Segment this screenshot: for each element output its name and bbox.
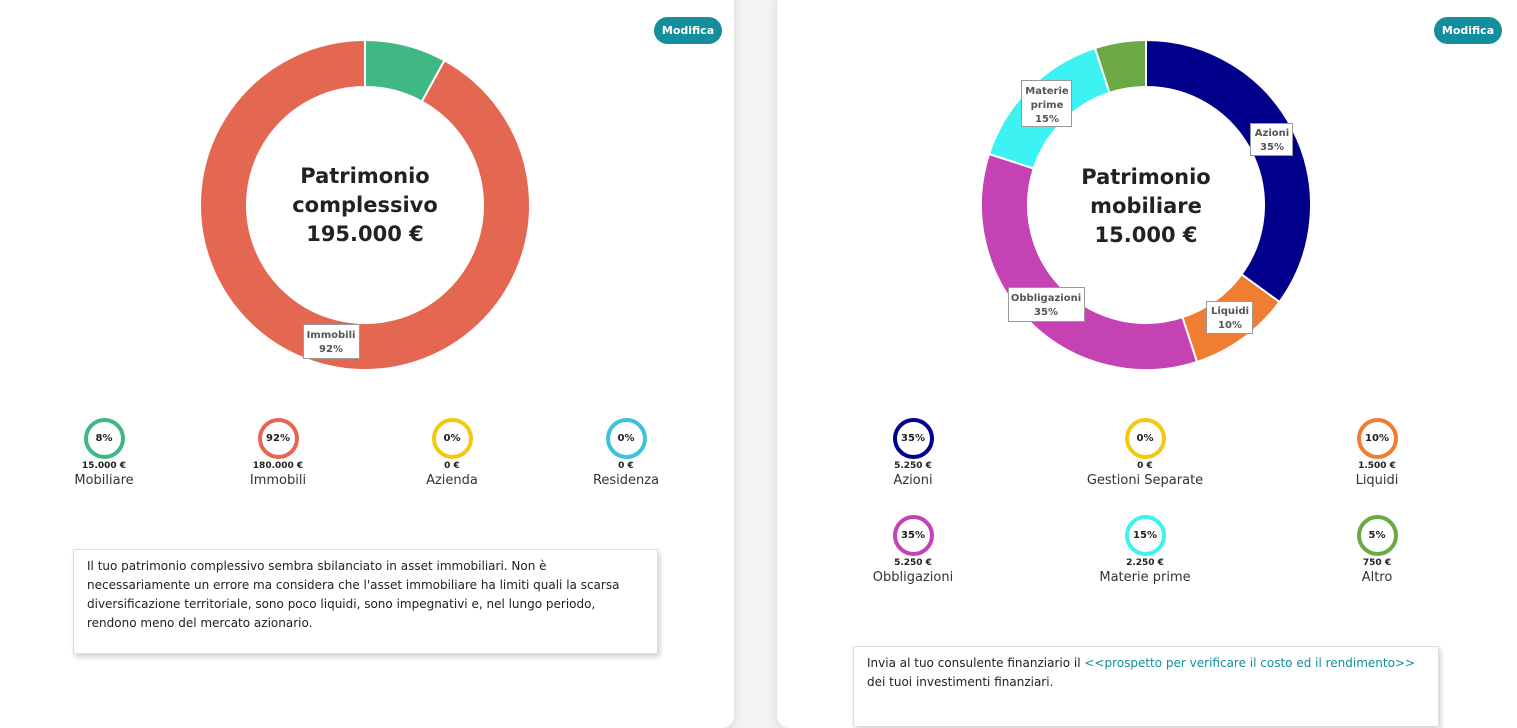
legend-name-azienda: Azienda: [426, 473, 478, 488]
legend-name-liquidi: Liquidi: [1355, 473, 1399, 488]
donut-chart-total-wealth: [199, 38, 531, 371]
legend-ring-gestioni-separate: 0%: [1124, 418, 1166, 459]
slice-label-liquidi-name: Liquidi: [1211, 306, 1249, 317]
legend-ring-altro: 5%: [1356, 515, 1398, 556]
legend-item-materie-prime[interactable]: 15% 2.250 € Materie prime: [1065, 515, 1225, 587]
slice-label-immobili-pct: 92%: [319, 344, 343, 355]
legend-amount-immobili: 180.000 €: [252, 461, 304, 471]
legend-amount-azienda: 0 €: [444, 461, 460, 471]
slice-label-liquidi: Liquidi 10%: [1206, 301, 1253, 334]
legend-ring-materie-prime: 15%: [1124, 515, 1166, 556]
center-title-line-1: Patrimonio: [300, 164, 430, 188]
slice-label-obbligazioni: Obbligazioni 35%: [1008, 287, 1085, 322]
legend-ring-azioni: 35%: [892, 418, 934, 459]
legend-item-immobili[interactable]: 92% 180.000 € Immobili: [198, 418, 358, 490]
modify-button-right[interactable]: Modifica: [1434, 17, 1502, 44]
advice-note-text-after: dei tuoi investimenti finanziari.: [867, 675, 1054, 689]
legend-ring-liquidi: 10%: [1356, 418, 1398, 459]
legend-name-gestioni-separate: Gestioni Separate: [1086, 473, 1204, 488]
total-wealth-slice-immobili[interactable]: [199, 38, 531, 371]
slice-label-materie-pct: 15%: [1035, 114, 1059, 125]
legend-ring-mobiliare: 8%: [83, 418, 125, 459]
slice-label-immobili-name: Immobili: [307, 330, 356, 341]
legend-item-azienda[interactable]: 0% 0 € Azienda: [372, 418, 532, 490]
legend-name-altro: Altro: [1361, 570, 1393, 585]
slice-label-azioni-pct: 35%: [1260, 142, 1284, 153]
securities-wealth-slice-altro[interactable]: [1093, 38, 1147, 95]
legend-amount-azioni: 5.250 €: [894, 461, 932, 471]
legend-amount-gestioni-separate: 0 €: [1137, 461, 1153, 471]
legend-amount-materie-prime: 2.250 €: [1126, 558, 1164, 568]
legend-amount-mobiliare: 15.000 €: [81, 461, 127, 471]
slice-label-immobili: Immobili 92%: [303, 324, 360, 359]
legend-item-residenza[interactable]: 0% 0 € Residenza: [546, 418, 706, 490]
center-total-value: 15.000 €: [1094, 223, 1198, 247]
advice-note-text: Il tuo patrimonio complessivo sembra sbi…: [87, 559, 620, 630]
center-total-value: 195.000 €: [306, 222, 424, 246]
legend-amount-altro: 750 €: [1362, 558, 1392, 568]
legend-item-azioni[interactable]: 35% 5.250 € Azioni: [833, 418, 993, 490]
slice-label-obbligazioni-pct: 35%: [1034, 307, 1058, 318]
legend-amount-liquidi: 1.500 €: [1358, 461, 1396, 471]
slice-label-materie-prime: Materie prime 15%: [1021, 80, 1072, 127]
legend-item-liquidi[interactable]: 10% 1.500 € Liquidi: [1297, 418, 1457, 490]
legend-item-mobiliare[interactable]: 8% 15.000 € Mobiliare: [24, 418, 184, 490]
legend-item-gestioni-separate[interactable]: 0% 0 € Gestioni Separate: [1065, 418, 1225, 490]
legend-item-obbligazioni[interactable]: 35% 5.250 € Obbligazioni: [833, 515, 993, 587]
legend-item-altro[interactable]: 5% 750 € Altro: [1297, 515, 1457, 587]
center-title-line-2: mobiliare: [1090, 194, 1202, 218]
donut-center-title-right: Patrimonio mobiliare 15.000 €: [1046, 163, 1246, 250]
donut-center-title-left: Patrimonio complessivo 195.000 €: [265, 162, 465, 249]
legend-name-materie-prime: Materie prime: [1099, 570, 1191, 585]
advice-note-right: Invia al tuo consulente finanziario il <…: [853, 646, 1439, 726]
center-title-line-1: Patrimonio: [1081, 165, 1211, 189]
center-title-line-2: complessivo: [292, 193, 438, 217]
slice-label-materie-line-2: prime: [1031, 100, 1064, 111]
slice-label-azioni-name: Azioni: [1255, 128, 1289, 139]
advice-note-left: Il tuo patrimonio complessivo sembra sbi…: [73, 549, 658, 654]
slice-label-obbligazioni-name: Obbligazioni: [1011, 293, 1081, 304]
securities-wealth-slice-azioni[interactable]: [1145, 38, 1312, 304]
modify-button-left[interactable]: Modifica: [654, 17, 722, 44]
slice-label-materie-line-1: Materie: [1025, 86, 1069, 97]
advice-note-text-before: Invia al tuo consulente finanziario il: [867, 656, 1085, 670]
prospetto-link[interactable]: <<prospetto per verificare il costo ed i…: [1084, 656, 1416, 670]
legend-ring-azienda: 0%: [431, 418, 473, 459]
legend-ring-obbligazioni: 35%: [892, 515, 934, 556]
legend-name-azioni: Azioni: [893, 473, 933, 488]
legend-amount-residenza: 0 €: [618, 461, 634, 471]
legend-name-mobiliare: Mobiliare: [74, 473, 134, 488]
legend-ring-immobili: 92%: [257, 418, 299, 459]
legend-ring-residenza: 0%: [605, 418, 647, 459]
legend-name-immobili: Immobili: [249, 473, 307, 488]
slice-label-liquidi-pct: 10%: [1218, 320, 1242, 331]
legend-name-residenza: Residenza: [592, 473, 660, 488]
slice-label-azioni: Azioni 35%: [1250, 123, 1293, 156]
legend-amount-obbligazioni: 5.250 €: [894, 558, 932, 568]
legend-name-obbligazioni: Obbligazioni: [872, 570, 954, 585]
